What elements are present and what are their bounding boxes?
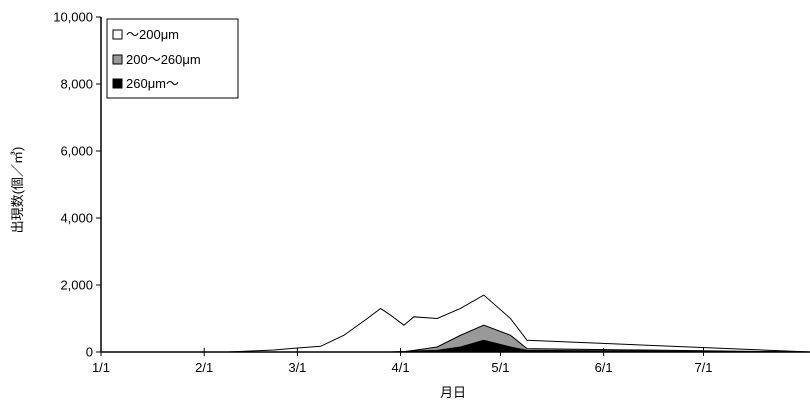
y-tick-label: 0 bbox=[86, 345, 93, 360]
y-tick-label: 2,000 bbox=[60, 278, 93, 293]
legend-swatch-2 bbox=[112, 54, 123, 65]
x-tick-label: 3/1 bbox=[288, 360, 306, 375]
y-tick-label: 10,000 bbox=[53, 10, 93, 25]
plot-area bbox=[101, 294, 810, 353]
legend-label-2: 200～260μm bbox=[126, 52, 201, 67]
legend-swatch-1 bbox=[112, 29, 123, 40]
legend-label-1: ～200μm bbox=[126, 27, 179, 42]
x-tick-label: 2/1 bbox=[195, 360, 213, 375]
axes: 0 2,000 4,000 6,000 8,000 10,000 1/1 2/1 3/1 4/1 5… bbox=[53, 10, 810, 375]
x-tick-label: 7/1 bbox=[694, 360, 712, 375]
legend-box bbox=[106, 18, 239, 99]
x-axis-title: 月日 bbox=[440, 385, 466, 400]
y-axis-title: 出現数(個／㎥) bbox=[10, 147, 25, 234]
x-tick-label: 5/1 bbox=[491, 360, 509, 375]
y-tick-label: 8,000 bbox=[60, 77, 93, 92]
x-tick-label: 4/1 bbox=[392, 360, 410, 375]
series-area-1 bbox=[101, 294, 810, 353]
legend-label-3: 260μm～ bbox=[126, 76, 179, 91]
y-tick-label: 4,000 bbox=[60, 211, 93, 226]
legend-swatch-3 bbox=[112, 78, 123, 89]
y-tick-label: 6,000 bbox=[60, 144, 93, 159]
x-tick-label: 1/1 bbox=[92, 360, 110, 375]
legend: ～200μm 200～260μm 260μm～ bbox=[106, 18, 239, 99]
x-tick-label: 6/1 bbox=[595, 360, 613, 375]
